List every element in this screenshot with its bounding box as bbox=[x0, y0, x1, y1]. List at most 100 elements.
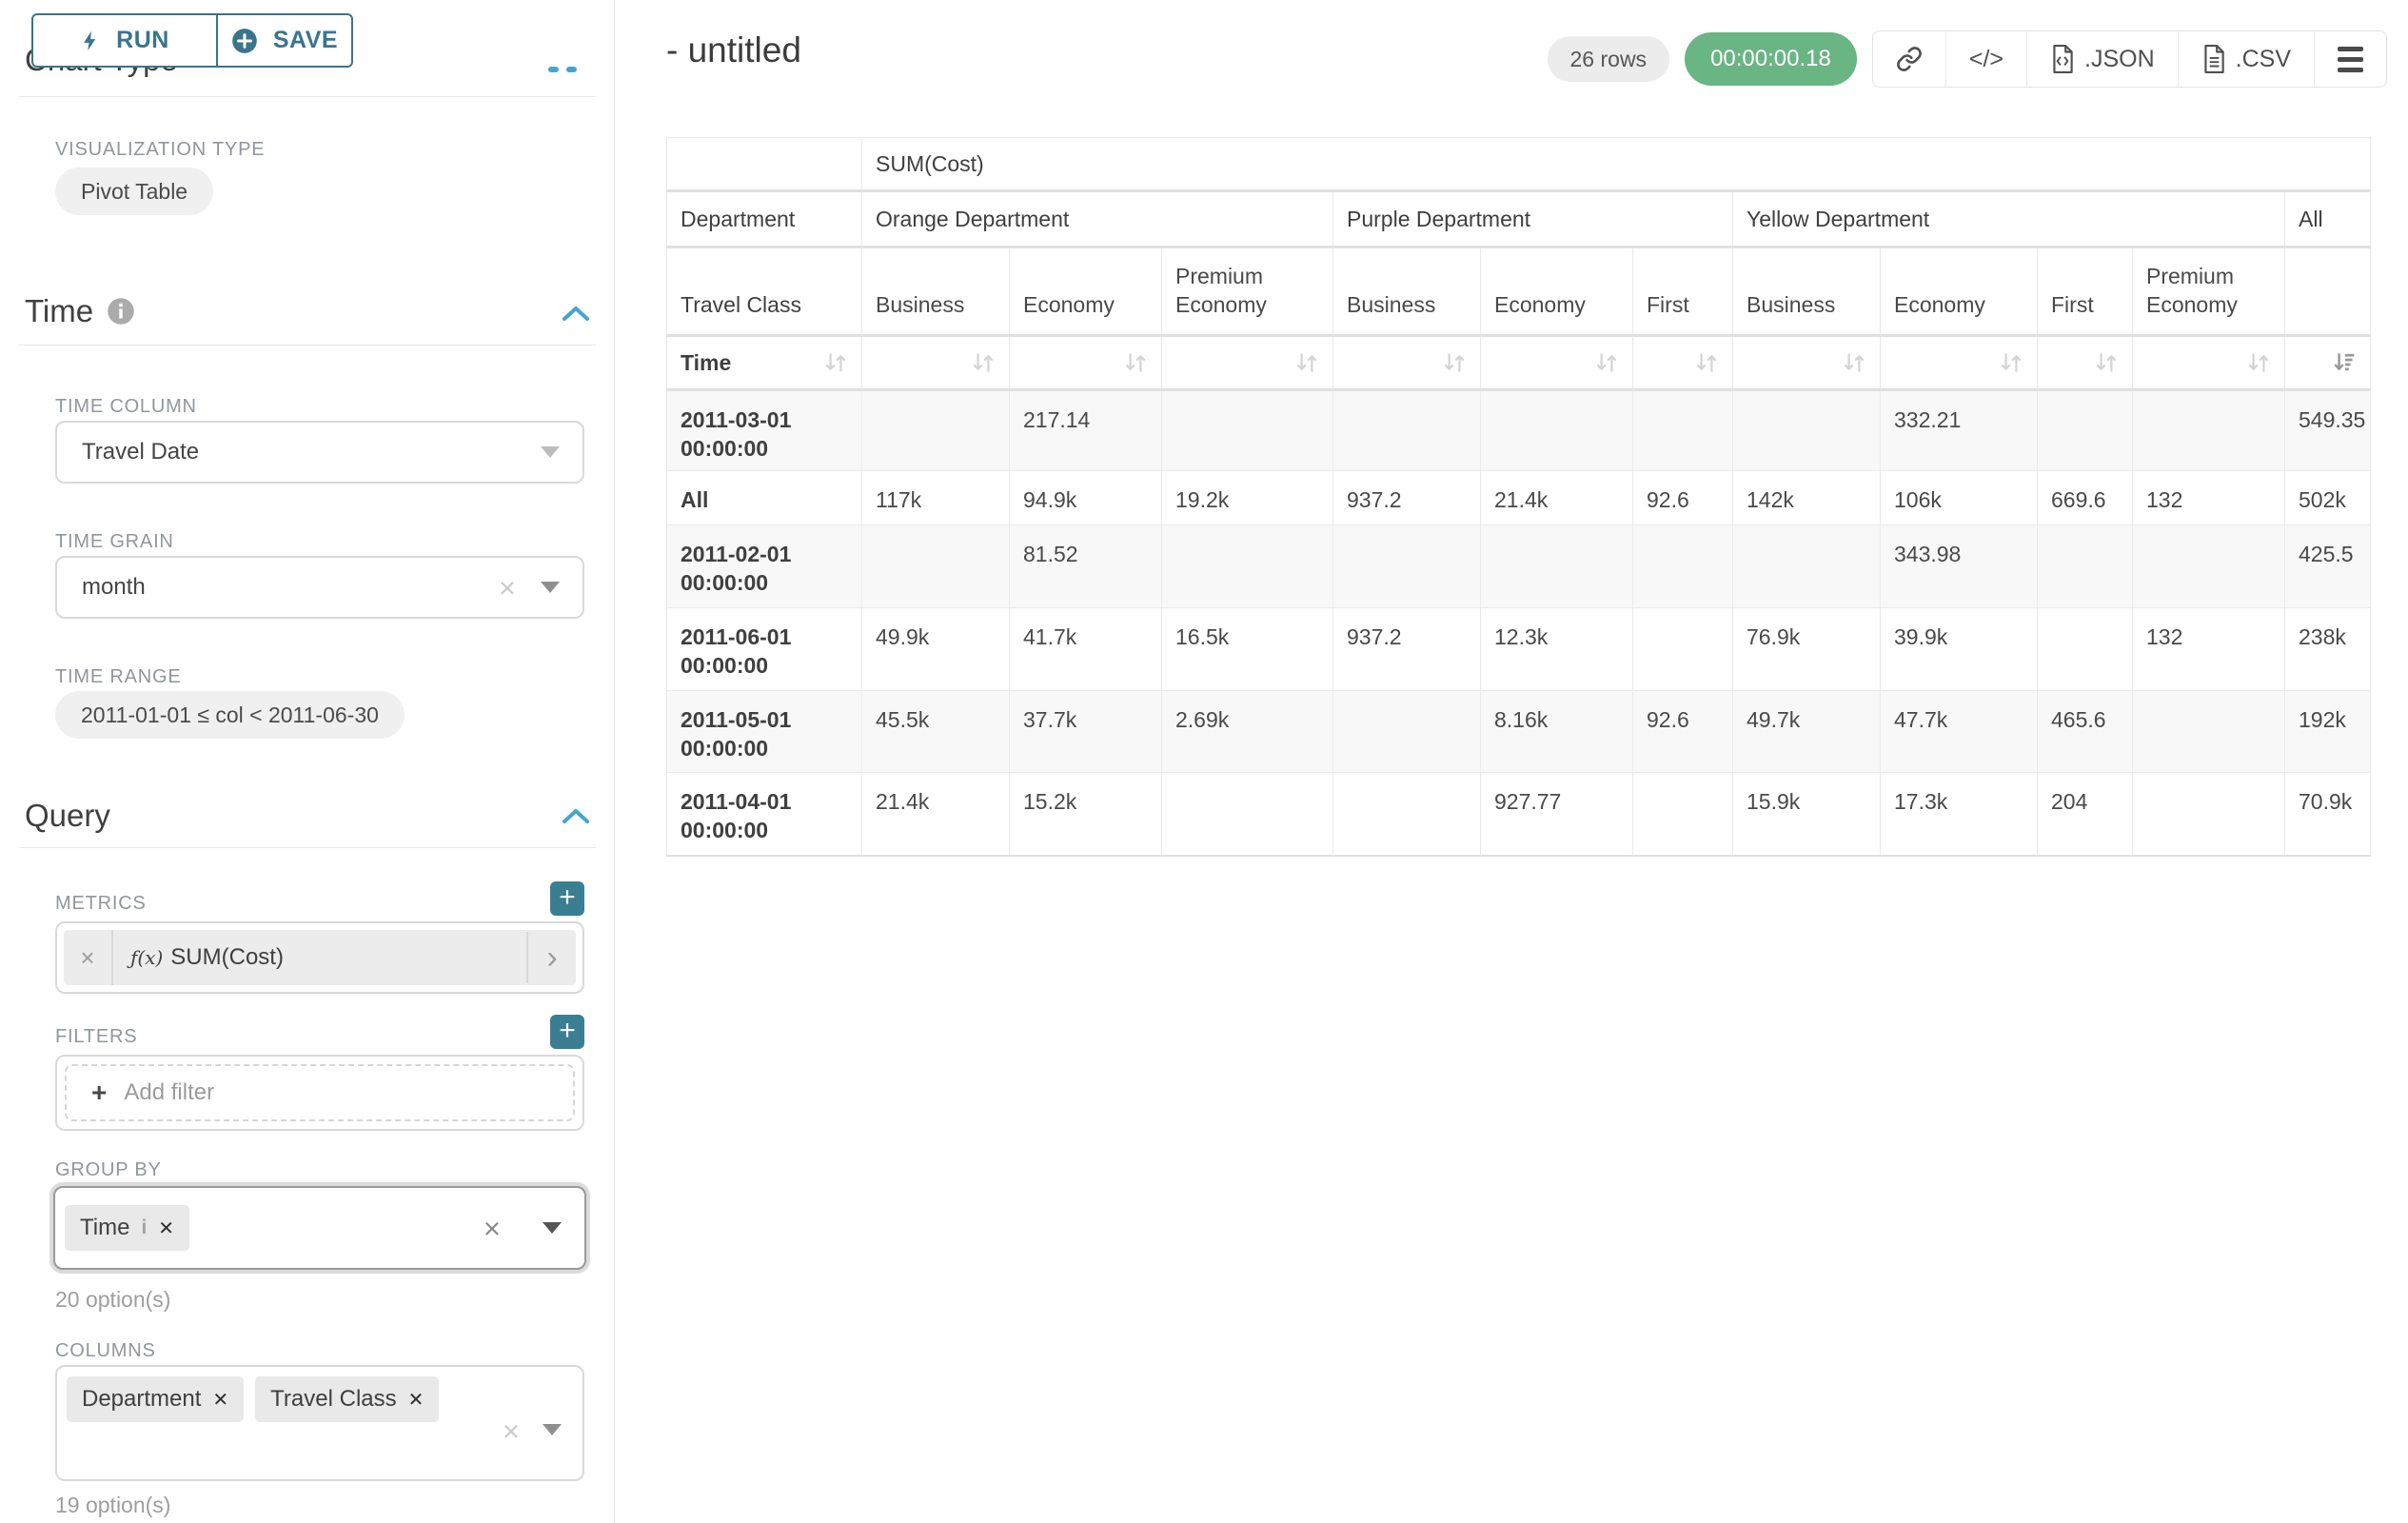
pivot-col-header: First bbox=[1633, 247, 1733, 336]
pivot-cell: 49.9k bbox=[862, 608, 1010, 691]
sort-icon[interactable] bbox=[2094, 350, 2119, 375]
export-csv-button[interactable]: .CSV bbox=[2178, 31, 2314, 87]
pivot-cell: 21.4k bbox=[1481, 471, 1633, 525]
pivot-row: 2011-05-01 00:00:0045.5k37.7k2.69k8.16k9… bbox=[667, 691, 2371, 773]
pivot-cell: 16.5k bbox=[1162, 608, 1333, 691]
pivot-cell bbox=[1333, 773, 1481, 856]
lightning-icon bbox=[80, 27, 101, 55]
add-metric-button[interactable]: + bbox=[550, 881, 584, 916]
add-filter-button[interactable]: + Add filter bbox=[65, 1064, 575, 1121]
pivot-cell: 669.6 bbox=[2038, 471, 2133, 525]
pivot-cell bbox=[1633, 525, 1733, 608]
csv-file-icon bbox=[2201, 45, 2226, 73]
pivot-subcolumns-dimension-label: Travel Class bbox=[667, 247, 862, 336]
sort-icon[interactable] bbox=[1842, 350, 1866, 375]
pivot-col-header: Business bbox=[1333, 247, 1481, 336]
query-heading-label: Query bbox=[25, 798, 110, 834]
export-button-group: </> .JSON .CSV bbox=[1872, 30, 2387, 88]
pivot-sort-cell bbox=[1733, 336, 1881, 390]
metric-label: ƒ(x)SUM(Cost) bbox=[113, 944, 526, 971]
time-range-value[interactable]: 2011-01-01 ≤ col < 2011-06-30 bbox=[55, 691, 405, 739]
visualization-type-value[interactable]: Pivot Table bbox=[55, 168, 213, 215]
pivot-row: 2011-02-01 00:00:0081.52343.98425.5 bbox=[667, 525, 2371, 608]
pivot-sort-cell bbox=[1881, 336, 2038, 390]
plus-icon: + bbox=[91, 1078, 107, 1108]
pivot-group-header: All bbox=[2285, 191, 2371, 247]
sort-icon[interactable] bbox=[1442, 350, 1467, 375]
chevron-down-icon[interactable] bbox=[543, 1424, 562, 1435]
pivot-sort-cell bbox=[1162, 336, 1333, 390]
pivot-metric-header: SUM(Cost) bbox=[862, 138, 2371, 191]
menu-button[interactable] bbox=[2314, 31, 2386, 87]
pivot-cell: 92.6 bbox=[1633, 471, 1733, 525]
filters-label: FILTERS bbox=[55, 1026, 137, 1048]
sort-icon[interactable] bbox=[2246, 350, 2271, 375]
view-query-button[interactable]: </> bbox=[1945, 31, 2026, 87]
dimension-chip[interactable]: Department✕ bbox=[67, 1376, 244, 1422]
add-filter-plus-button[interactable]: + bbox=[550, 1015, 584, 1049]
pivot-cell: 47.7k bbox=[1881, 691, 2038, 773]
columns-label: COLUMNS bbox=[55, 1340, 156, 1362]
remove-chip-icon[interactable]: ✕ bbox=[158, 1216, 174, 1240]
short-link-button[interactable] bbox=[1873, 31, 1945, 87]
clear-icon[interactable]: × bbox=[499, 573, 516, 603]
pivot-cell: 76.9k bbox=[1733, 608, 1881, 691]
pivot-cell: 21.4k bbox=[862, 773, 1010, 856]
export-json-button[interactable]: .JSON bbox=[2026, 31, 2178, 87]
sort-descending-icon[interactable] bbox=[2332, 350, 2357, 375]
pivot-table-container: SUM(Cost)DepartmentOrange DepartmentPurp… bbox=[666, 137, 2371, 857]
pivot-cell: 39.9k bbox=[1881, 608, 2038, 691]
pivot-cell: 343.98 bbox=[1881, 525, 2038, 608]
pivot-corner-cell bbox=[667, 138, 862, 191]
query-collapse-chevron-icon[interactable] bbox=[562, 807, 590, 824]
sort-icon[interactable] bbox=[823, 350, 848, 375]
query-section-heading: Query bbox=[25, 798, 110, 834]
save-button[interactable]: SAVE bbox=[216, 15, 351, 66]
sort-icon[interactable] bbox=[1123, 350, 1148, 375]
remove-chip-icon[interactable]: ✕ bbox=[212, 1388, 228, 1412]
time-grain-select[interactable]: month × bbox=[55, 556, 584, 619]
pivot-cell: 41.7k bbox=[1010, 608, 1162, 691]
sort-icon[interactable] bbox=[1294, 350, 1319, 375]
time-column-select[interactable]: Travel Date bbox=[55, 421, 584, 484]
pivot-cell: 132 bbox=[2133, 608, 2285, 691]
chevron-down-icon bbox=[541, 446, 560, 458]
pivot-cell: 132 bbox=[2133, 471, 2285, 525]
sort-icon[interactable] bbox=[1594, 350, 1619, 375]
dimension-chip[interactable]: Timei✕ bbox=[65, 1205, 189, 1251]
time-column-label: TIME COLUMN bbox=[55, 396, 197, 418]
time-range-label: TIME RANGE bbox=[55, 666, 181, 688]
columns-select[interactable]: Department✕Travel Class✕ × bbox=[55, 1365, 584, 1481]
clear-icon[interactable]: × bbox=[503, 1416, 520, 1446]
pivot-cell: 19.2k bbox=[1162, 471, 1333, 525]
expand-metric-icon[interactable]: › bbox=[526, 932, 576, 983]
sort-icon[interactable] bbox=[1999, 350, 2023, 375]
clear-icon[interactable]: × bbox=[484, 1214, 501, 1243]
pivot-cell: 217.14 bbox=[1010, 390, 1162, 471]
pivot-cell: 937.2 bbox=[1333, 608, 1481, 691]
group-by-select[interactable]: Timei✕ × bbox=[53, 1186, 586, 1270]
sort-icon[interactable] bbox=[1694, 350, 1719, 375]
dimension-chip[interactable]: Travel Class✕ bbox=[255, 1376, 439, 1422]
section-divider bbox=[19, 345, 596, 346]
remove-chip-icon[interactable]: ✕ bbox=[408, 1388, 424, 1412]
pivot-col-header: First bbox=[2038, 247, 2133, 336]
export-csv-label: .CSV bbox=[2236, 46, 2291, 73]
pivot-cell bbox=[2038, 525, 2133, 608]
metric-chip[interactable]: × ƒ(x)SUM(Cost) › bbox=[64, 930, 576, 985]
pivot-row: All117k94.9k19.2k937.221.4k92.6142k106k6… bbox=[667, 471, 2371, 525]
metric-value: SUM(Cost) bbox=[170, 944, 284, 970]
chevron-down-icon[interactable] bbox=[543, 1222, 562, 1234]
pivot-cell: 94.9k bbox=[1010, 471, 1162, 525]
time-collapse-chevron-icon[interactable] bbox=[562, 305, 590, 322]
sort-icon[interactable] bbox=[971, 350, 996, 375]
run-button[interactable]: RUN bbox=[33, 15, 216, 66]
remove-metric-icon[interactable]: × bbox=[64, 930, 113, 985]
pivot-cell bbox=[1162, 773, 1333, 856]
save-button-label: SAVE bbox=[273, 27, 338, 54]
pivot-cell: 81.52 bbox=[1010, 525, 1162, 608]
chart-title[interactable]: - untitled bbox=[666, 30, 801, 70]
pivot-cell bbox=[1633, 390, 1733, 471]
pivot-cell bbox=[1633, 608, 1733, 691]
pivot-sort-cell bbox=[2038, 336, 2133, 390]
